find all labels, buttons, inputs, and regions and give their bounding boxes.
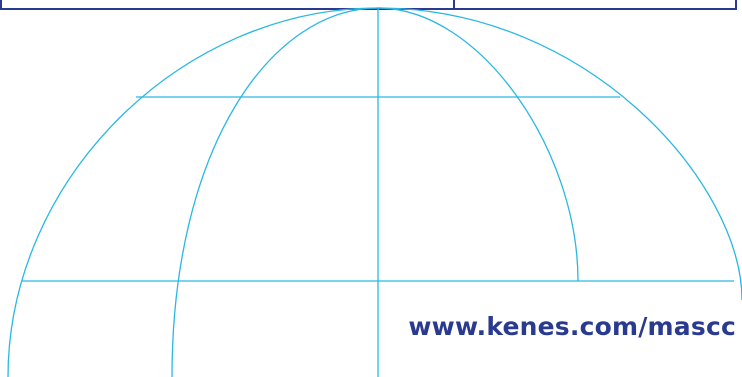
globe-meridian-left	[171, 7, 379, 377]
website-url[interactable]: www.kenes.com/mascc	[408, 312, 736, 341]
globe-meridian-right	[377, 7, 579, 282]
top-frame-divider	[453, 0, 455, 10]
